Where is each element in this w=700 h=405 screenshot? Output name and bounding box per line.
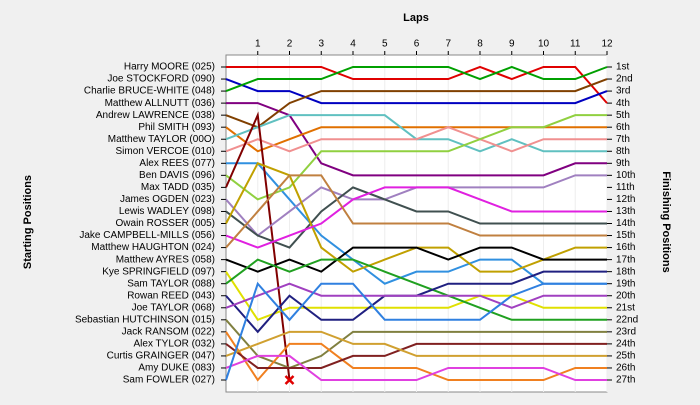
y-tick-label: Sam FOWLER (027) bbox=[123, 375, 215, 386]
y2-tick-label: 9th bbox=[616, 158, 630, 169]
lap-line bbox=[225, 111, 291, 381]
y-tick-label: Matthew TAYLOR (00O) bbox=[108, 134, 215, 145]
lap-line bbox=[225, 126, 607, 153]
y2-tick-label: 24th bbox=[616, 339, 635, 350]
x-tick-label: 7 bbox=[445, 39, 451, 50]
y2-tick-label: 20th bbox=[616, 290, 635, 301]
y-tick-label: Alex REES (077) bbox=[139, 158, 215, 169]
x-tick-label: 11 bbox=[570, 39, 581, 50]
y-tick-label: Matthew ALLNUTT (036) bbox=[105, 98, 215, 109]
y-tick-label: Lewis WADLEY (098) bbox=[119, 206, 215, 217]
y2-tick-label: 2nd bbox=[616, 74, 633, 85]
y2-tick-label: 8th bbox=[616, 146, 630, 157]
lap-line bbox=[225, 330, 607, 357]
y2-axis-title: Finishing Positions bbox=[660, 171, 672, 272]
x-tick-label: 1 bbox=[255, 39, 261, 50]
y-tick-label: James OGDEN (023) bbox=[120, 194, 215, 205]
y-tick-label: Joe STOCKFORD (090) bbox=[107, 74, 215, 85]
lap-line bbox=[225, 282, 607, 309]
y-tick-label: Jack RANSOM (022) bbox=[122, 326, 215, 337]
lap-line bbox=[225, 186, 607, 249]
y2-tick-label: 21st bbox=[616, 302, 635, 313]
y2-tick-label: 11th bbox=[616, 182, 635, 193]
lap-line bbox=[225, 281, 607, 381]
lap-line bbox=[225, 78, 608, 129]
y-tick-label: Curtis GRAINGER (047) bbox=[107, 351, 215, 362]
y-tick-label: Sam TAYLOR (088) bbox=[127, 278, 215, 289]
y-tick-label: Jake CAMPBELL-MILLS (056) bbox=[79, 230, 215, 241]
y2-tick-label: 23rd bbox=[616, 326, 636, 337]
lap-line bbox=[225, 78, 608, 105]
x-tick-label: 12 bbox=[601, 39, 613, 50]
y2-tick-label: 22nd bbox=[616, 314, 638, 325]
y-tick-label: Charlie BRUCE-WHITE (048) bbox=[84, 86, 215, 97]
y-tick-label: Amy DUKE (083) bbox=[138, 363, 215, 374]
lap-line bbox=[225, 65, 608, 93]
y-tick-label: Andrew LAWRENCE (038) bbox=[96, 110, 215, 121]
y-tick-label: Matthew HAUGHTON (024) bbox=[91, 242, 215, 253]
y2-tick-label: 5th bbox=[616, 110, 630, 121]
y-tick-label: Joe TAYLOR (068) bbox=[132, 302, 215, 313]
y-tick-label: Matthew AYRES (058) bbox=[116, 254, 215, 265]
lap-line bbox=[225, 331, 607, 382]
x-tick-label: 6 bbox=[414, 39, 420, 50]
lap-line bbox=[225, 114, 607, 201]
y-tick-label: Ben DAVIS (096) bbox=[139, 170, 215, 181]
y2-tick-label: 3rd bbox=[616, 86, 630, 97]
y-tick-label: Kye SPRINGFIELD (097) bbox=[102, 266, 215, 277]
y2-tick-label: 7th bbox=[616, 134, 630, 145]
y2-tick-label: 10th bbox=[616, 170, 635, 181]
y-tick-label: Simon VERCOE (010) bbox=[116, 146, 215, 157]
x-tick-label: 9 bbox=[509, 39, 515, 50]
y2-tick-label: 17th bbox=[616, 254, 635, 265]
y2-tick-label: 26th bbox=[616, 363, 635, 374]
lap-line bbox=[226, 65, 608, 104]
y2-tick-label: 25th bbox=[616, 351, 635, 362]
y2-tick-label: 4th bbox=[616, 98, 630, 109]
lap-line bbox=[225, 342, 607, 369]
x-tick-label: 2 bbox=[287, 39, 293, 50]
x-tick-label: 8 bbox=[477, 39, 483, 50]
x-tick-label: 5 bbox=[382, 39, 388, 50]
x-tick-label: 3 bbox=[318, 39, 324, 50]
y-tick-label: Owain ROSSER (005) bbox=[116, 218, 215, 229]
y-axis-title: Starting Positions bbox=[22, 175, 34, 269]
y2-tick-label: 14th bbox=[616, 218, 635, 229]
y-tick-label: Rowan REED (043) bbox=[127, 290, 215, 301]
y-tick-label: Sebastian HUTCHINSON (015) bbox=[75, 314, 215, 325]
lap-line bbox=[225, 354, 607, 381]
y2-tick-label: 1st bbox=[616, 62, 630, 73]
y2-tick-label: 13th bbox=[616, 206, 635, 217]
y-tick-label: Alex TYLOR (032) bbox=[133, 339, 215, 350]
x-tick-label: 10 bbox=[538, 39, 550, 50]
y-tick-label: Harry MOORE (025) bbox=[124, 62, 215, 73]
lap-line bbox=[225, 186, 607, 249]
x-tick-label: 4 bbox=[350, 39, 356, 50]
retired-marker bbox=[284, 375, 295, 385]
y-tick-label: Max TADD (035) bbox=[141, 182, 215, 193]
lap-line bbox=[225, 174, 607, 249]
y2-tick-label: 18th bbox=[616, 266, 635, 277]
y2-tick-label: 6th bbox=[616, 122, 630, 133]
y2-tick-label: 15th bbox=[616, 230, 635, 241]
y2-tick-label: 19th bbox=[616, 278, 635, 289]
lap-line bbox=[225, 271, 607, 322]
y2-tick-label: 16th bbox=[616, 242, 635, 253]
y2-tick-label: 27th bbox=[616, 375, 635, 386]
lap-line bbox=[225, 258, 607, 321]
y2-tick-label: 12th bbox=[616, 194, 635, 205]
y-tick-label: Phil SMITH (093) bbox=[138, 122, 215, 133]
lap-line bbox=[225, 246, 607, 273]
chart-title: Laps bbox=[403, 12, 429, 24]
